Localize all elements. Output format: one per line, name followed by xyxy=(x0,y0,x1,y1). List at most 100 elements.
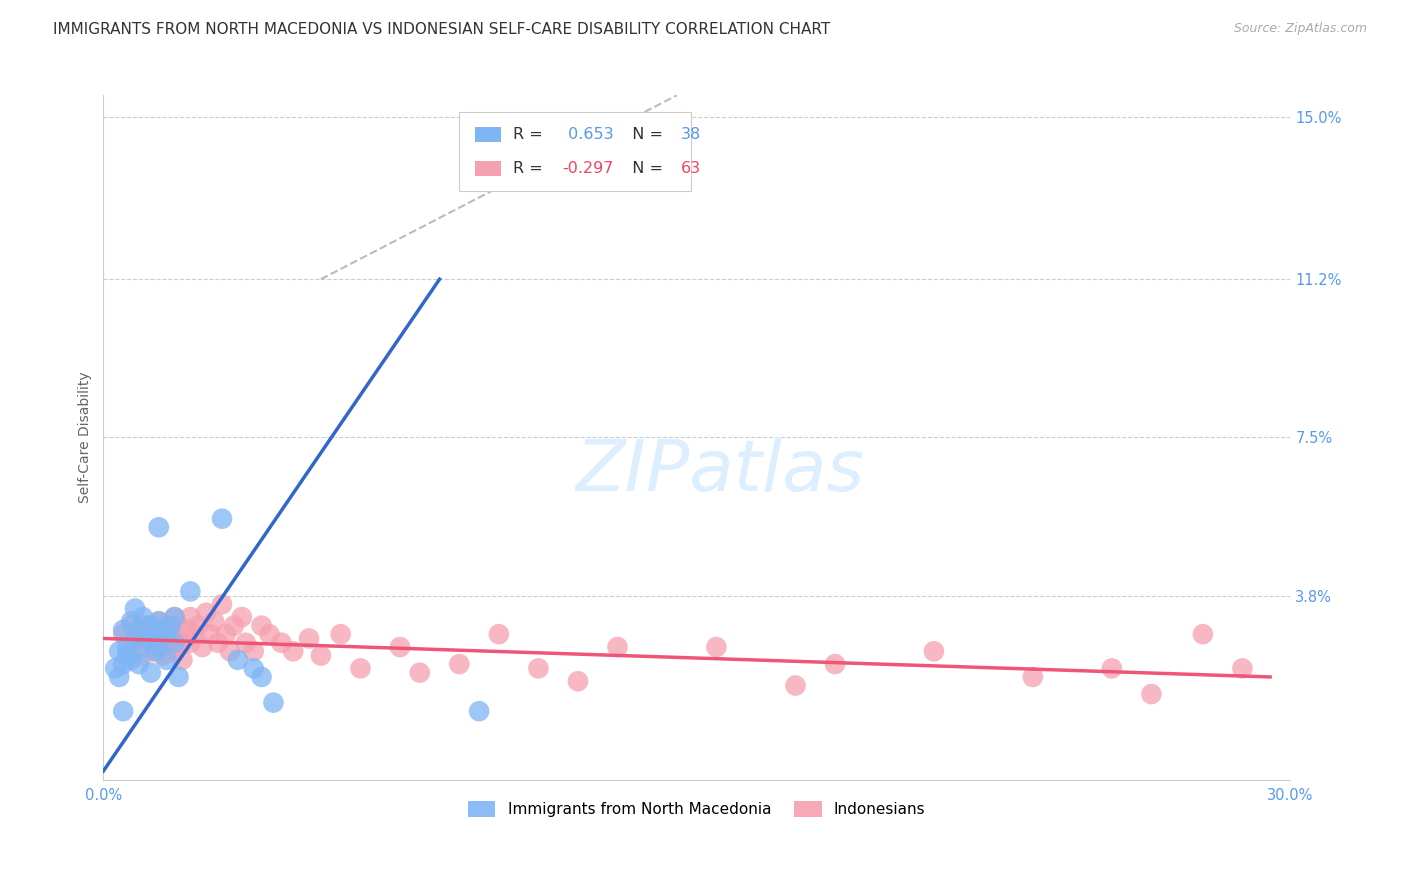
Point xyxy=(167,618,190,632)
Point xyxy=(242,644,264,658)
Point xyxy=(1101,661,1123,675)
Point xyxy=(143,644,166,658)
Point xyxy=(163,610,186,624)
Point xyxy=(270,636,292,650)
Point xyxy=(785,679,807,693)
Point xyxy=(124,640,146,654)
Point xyxy=(112,704,135,718)
Point xyxy=(191,640,214,654)
Point xyxy=(128,657,150,672)
Point xyxy=(163,632,186,646)
Text: IMMIGRANTS FROM NORTH MACEDONIA VS INDONESIAN SELF-CARE DISABILITY CORRELATION C: IMMIGRANTS FROM NORTH MACEDONIA VS INDON… xyxy=(53,22,831,37)
Point xyxy=(219,644,242,658)
Point xyxy=(108,670,131,684)
FancyBboxPatch shape xyxy=(460,112,690,191)
Point xyxy=(922,644,945,658)
Point xyxy=(409,665,432,680)
Text: 38: 38 xyxy=(681,128,702,143)
Point xyxy=(211,512,233,526)
Point xyxy=(156,618,179,632)
Point xyxy=(156,653,179,667)
Point xyxy=(156,627,179,641)
Point xyxy=(179,584,201,599)
Point xyxy=(195,606,218,620)
Point xyxy=(152,623,174,637)
Point xyxy=(112,627,135,641)
Point xyxy=(179,610,201,624)
Point xyxy=(262,696,284,710)
Point xyxy=(112,623,135,637)
Point xyxy=(226,653,249,667)
Point xyxy=(148,520,170,534)
Point xyxy=(143,627,166,641)
Point xyxy=(128,623,150,637)
Point xyxy=(104,661,127,675)
Point xyxy=(132,610,155,624)
Point xyxy=(202,615,225,629)
Point xyxy=(128,627,150,641)
FancyBboxPatch shape xyxy=(475,128,501,143)
Point xyxy=(250,618,273,632)
Point xyxy=(115,648,138,663)
Point xyxy=(112,657,135,672)
Point xyxy=(235,636,257,650)
Point xyxy=(143,644,166,658)
Point xyxy=(163,610,186,624)
Point xyxy=(309,648,332,663)
Point xyxy=(468,704,491,718)
Point xyxy=(527,661,550,675)
Text: R =: R = xyxy=(513,128,547,143)
Text: Source: ZipAtlas.com: Source: ZipAtlas.com xyxy=(1233,22,1367,36)
Point xyxy=(231,610,253,624)
Text: 63: 63 xyxy=(681,161,702,176)
Point xyxy=(159,644,181,658)
Point xyxy=(283,644,305,658)
Point xyxy=(132,640,155,654)
Point xyxy=(198,627,221,641)
Point xyxy=(1022,670,1045,684)
Text: N =: N = xyxy=(621,128,668,143)
Point xyxy=(135,618,157,632)
Point xyxy=(152,636,174,650)
Point xyxy=(176,623,198,637)
Point xyxy=(143,632,166,646)
Point xyxy=(706,640,728,654)
Point xyxy=(120,615,142,629)
Point xyxy=(139,618,162,632)
Point xyxy=(187,618,209,632)
Point xyxy=(159,627,181,641)
FancyBboxPatch shape xyxy=(475,161,501,176)
Point xyxy=(488,627,510,641)
Point xyxy=(1140,687,1163,701)
Point xyxy=(132,618,155,632)
Point xyxy=(1192,627,1215,641)
Point xyxy=(159,618,181,632)
Point xyxy=(259,627,281,641)
Point xyxy=(298,632,321,646)
Point xyxy=(183,627,205,641)
Point xyxy=(215,627,238,641)
Point xyxy=(242,661,264,675)
Text: -0.297: -0.297 xyxy=(562,161,614,176)
Point xyxy=(120,618,142,632)
Point xyxy=(167,640,190,654)
Point xyxy=(148,615,170,629)
Point xyxy=(388,640,411,654)
Y-axis label: Self-Care Disability: Self-Care Disability xyxy=(79,372,93,503)
Point xyxy=(349,661,371,675)
Point xyxy=(124,601,146,615)
Point xyxy=(163,636,186,650)
Point xyxy=(250,670,273,684)
Point xyxy=(1232,661,1254,675)
Text: 0.653: 0.653 xyxy=(562,128,613,143)
Point xyxy=(139,636,162,650)
Point xyxy=(148,640,170,654)
Point xyxy=(152,648,174,663)
Point xyxy=(120,653,142,667)
Point xyxy=(115,640,138,654)
Text: N =: N = xyxy=(621,161,668,176)
Point xyxy=(172,653,194,667)
Point xyxy=(135,632,157,646)
Point xyxy=(179,636,201,650)
Point xyxy=(222,618,245,632)
